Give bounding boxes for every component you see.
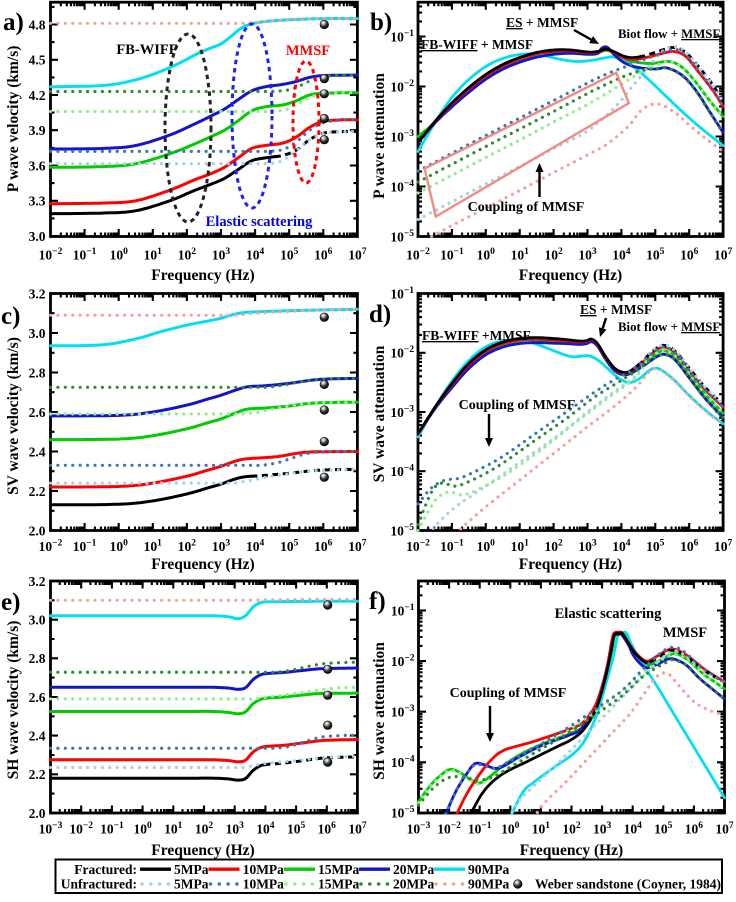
svg-text:2.4: 2.4 — [29, 444, 46, 459]
svg-text:b): b) — [370, 9, 392, 36]
svg-text:90MPa: 90MPa — [468, 877, 509, 892]
svg-text:3.2: 3.2 — [29, 286, 46, 301]
svg-text:FB-WIFF +MMSF: FB-WIFF +MMSF — [422, 328, 531, 343]
svg-text:4.5: 4.5 — [29, 53, 46, 68]
svg-text:Coupling of MMSF: Coupling of MMSF — [450, 686, 567, 701]
svg-text:2.8: 2.8 — [29, 651, 46, 666]
svg-text:e): e) — [1, 589, 20, 616]
svg-text:3.0: 3.0 — [29, 326, 46, 341]
svg-text:4.8: 4.8 — [29, 17, 46, 32]
svg-text:Frequency (Hz): Frequency (Hz) — [151, 842, 254, 859]
svg-text:15MPa: 15MPa — [318, 862, 359, 877]
svg-text:Elastic scattering: Elastic scattering — [206, 214, 313, 230]
svg-text:ES + MMSF: ES + MMSF — [580, 302, 652, 317]
svg-text:Frequency (Hz): Frequency (Hz) — [151, 267, 254, 284]
svg-text:3.3: 3.3 — [29, 194, 46, 209]
svg-text:Biot flow + MMSF: Biot flow + MMSF — [618, 320, 720, 334]
svg-text:10MPa: 10MPa — [243, 877, 284, 892]
svg-text:f): f) — [369, 588, 386, 615]
svg-text:10MPa: 10MPa — [243, 862, 284, 877]
svg-text:SV wave attenuation: SV wave attenuation — [371, 345, 388, 482]
svg-text:Fractured:: Fractured: — [74, 862, 137, 877]
svg-text:FB-WIFF + MMSF: FB-WIFF + MMSF — [421, 37, 533, 52]
svg-text:2.4: 2.4 — [29, 728, 46, 743]
svg-text:MMSF: MMSF — [663, 625, 707, 641]
svg-text:ES + MMSF: ES + MMSF — [506, 15, 578, 30]
svg-text:Frequency (Hz): Frequency (Hz) — [519, 556, 622, 573]
svg-text:P wave velocity (km/s): P wave velocity (km/s) — [5, 46, 22, 193]
svg-text:Weber sandstone (Coyner, 1984): Weber sandstone (Coyner, 1984) — [535, 877, 721, 892]
svg-text:15MPa: 15MPa — [318, 877, 359, 892]
svg-text:MMSF: MMSF — [286, 43, 330, 59]
svg-text:2.6: 2.6 — [29, 405, 46, 420]
svg-text:Coupling of MMSF: Coupling of MMSF — [459, 398, 576, 413]
svg-text:Biot flow + MMSF: Biot flow + MMSF — [618, 27, 720, 41]
svg-text:Frequency (Hz): Frequency (Hz) — [520, 842, 623, 859]
svg-text:20MPa: 20MPa — [393, 862, 434, 877]
svg-text:SH wave velocity (km/s): SH wave velocity (km/s) — [5, 621, 22, 780]
svg-text:90MPa: 90MPa — [468, 862, 509, 877]
svg-text:P wave attenuation: P wave attenuation — [371, 73, 388, 199]
svg-text:2.6: 2.6 — [29, 690, 46, 705]
svg-text:d): d) — [369, 301, 391, 328]
svg-text:5MPa: 5MPa — [174, 877, 209, 892]
svg-text:3.6: 3.6 — [29, 158, 46, 173]
svg-text:3.2: 3.2 — [29, 574, 46, 589]
svg-text:3.0: 3.0 — [29, 229, 46, 244]
svg-text:2.8: 2.8 — [29, 365, 46, 380]
svg-text:Frequency (Hz): Frequency (Hz) — [519, 267, 622, 284]
svg-text:FB-WIFF: FB-WIFF — [116, 42, 177, 58]
svg-text:Coupling of MMSF: Coupling of MMSF — [468, 200, 585, 215]
svg-text:Elastic scattering: Elastic scattering — [555, 606, 662, 622]
svg-text:Frequency (Hz): Frequency (Hz) — [151, 556, 254, 573]
svg-text:5MPa: 5MPa — [174, 862, 209, 877]
svg-text:2.2: 2.2 — [29, 484, 46, 499]
svg-text:a): a) — [3, 9, 24, 36]
svg-text:20MPa: 20MPa — [393, 877, 434, 892]
svg-text:2.0: 2.0 — [29, 523, 46, 538]
svg-text:c): c) — [1, 303, 20, 330]
svg-text:4.2: 4.2 — [29, 88, 46, 103]
svg-text:3.9: 3.9 — [29, 123, 46, 138]
svg-text:SH wave attenuation: SH wave attenuation — [371, 642, 388, 780]
svg-text:Unfractured:: Unfractured: — [61, 877, 137, 892]
svg-text:3.0: 3.0 — [29, 613, 46, 628]
svg-text:2.2: 2.2 — [29, 767, 46, 782]
svg-text:2.0: 2.0 — [29, 806, 46, 821]
svg-text:SV wave velocity (km/s): SV wave velocity (km/s) — [5, 337, 22, 495]
